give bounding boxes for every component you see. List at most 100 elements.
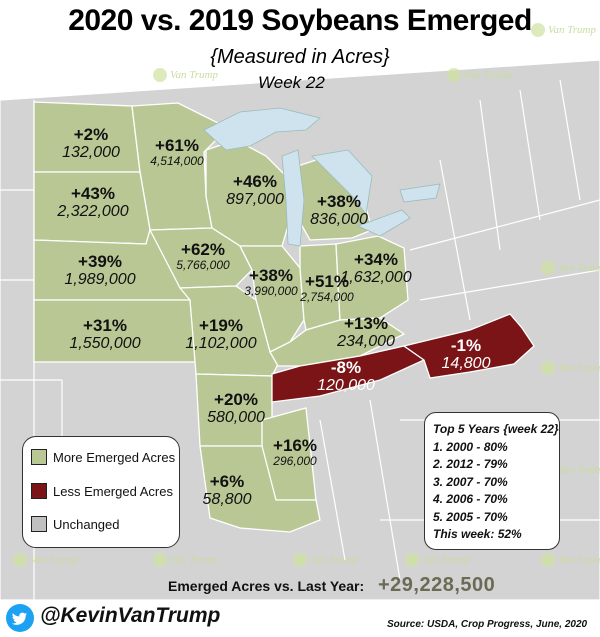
label-ar: +20% 580,000 (196, 390, 276, 426)
label-ky-pct: +13% (344, 314, 388, 333)
svg-text:Van Trump: Van Trump (464, 69, 512, 81)
total-label: Emerged Acres vs. Last Year: (168, 578, 365, 594)
label-ar-value: 580,000 (207, 409, 265, 426)
label-nd: +2% 132,000 (56, 125, 126, 161)
svg-text:Van Trump: Van Trump (310, 554, 358, 566)
label-mi-value: 836,000 (310, 211, 368, 228)
state-nc (402, 313, 535, 379)
label-wi-value: 897,000 (226, 191, 284, 208)
label-ky-value: 234,000 (337, 333, 395, 350)
svg-text:Van Trump: Van Trump (170, 554, 218, 566)
legend-unchanged-label: Unchanged (53, 516, 120, 532)
legend-more-label: More Emerged Acres (53, 449, 176, 465)
week-label: Week 22 (258, 73, 325, 92)
state-la (199, 445, 321, 533)
lake-superior (203, 107, 321, 151)
label-mi-pct: +38% (317, 192, 361, 211)
label-ia-pct: +62% (181, 240, 225, 259)
svg-text:Van Trump: Van Trump (558, 362, 600, 374)
more-emerged-states (33, 101, 409, 533)
watermarks: Van Trump Van Trump Van Trump Van Trump … (13, 23, 600, 567)
top5-item: 3. 2007 - 70% (433, 474, 508, 489)
label-sd-value: 2,322,000 (57, 203, 129, 220)
svg-text:Van Trump: Van Trump (558, 464, 600, 476)
twitter-bird-glyph (11, 612, 27, 625)
label-tn: -8% 120,000 (306, 358, 386, 394)
label-ne-pct: +39% (78, 252, 122, 271)
label-in: +51% 2,754,000 (292, 272, 362, 304)
lake-erie (356, 209, 411, 237)
legend-unchanged-swatch (31, 516, 47, 532)
map-subtitle: {Measured in Acres} (210, 46, 390, 68)
label-la-value: 58,800 (202, 491, 252, 508)
top5-title: Top 5 Years {week 22} (433, 422, 559, 436)
top5-item: 2. 2012 - 79% (433, 457, 508, 471)
legend-more-swatch (31, 449, 47, 465)
svg-text:Van Trump: Van Trump (548, 24, 596, 36)
twitter-bird-icon[interactable] (6, 604, 34, 632)
label-mi: +38% 836,000 (304, 192, 374, 228)
label-il-value: 3,990,000 (244, 284, 298, 298)
legend-less-label: Less Emerged Acres (53, 483, 173, 499)
label-la-pct: +6% (209, 472, 245, 491)
label-oh-pct: +34% (354, 250, 398, 269)
label-oh: +34% 1,632,000 (336, 250, 416, 286)
legend-unchanged: Unchanged (31, 514, 120, 534)
state-wi (205, 139, 289, 247)
svg-text:Van Trump: Van Trump (422, 554, 470, 566)
label-ks-pct: +31% (83, 316, 127, 335)
label-ky: +13% 234,000 (326, 314, 406, 350)
svg-text:Van Trump: Van Trump (558, 262, 600, 274)
label-la: +6% 58,800 (192, 472, 262, 508)
label-nc-value: 14,800 (441, 355, 491, 372)
label-in-pct: +51% (305, 272, 349, 291)
svg-text:Van Trump: Van Trump (170, 69, 218, 81)
top5-years-box: Top 5 Years {week 22} 1. 2000 - 80% 2. 2… (424, 412, 560, 550)
total-value: +29,228,500 (378, 574, 496, 596)
label-mn: +61% 4,514,000 (137, 136, 217, 168)
twitter-handle[interactable]: @KevinVanTrump (40, 604, 221, 627)
label-nc: -1% 14,800 (426, 336, 506, 372)
label-ms-value: 296,000 (273, 454, 317, 468)
label-tn-value: 120,000 (317, 377, 375, 394)
label-ms: +16% 296,000 (260, 436, 330, 468)
map-title: 2020 vs. 2019 Soybeans Emerged (68, 4, 532, 37)
label-ks: +31% 1,550,000 (60, 316, 150, 352)
label-ia-value: 5,766,000 (176, 258, 230, 272)
label-ms-pct: +16% (273, 436, 317, 455)
state-ky (269, 317, 406, 367)
label-ne-value: 1,989,000 (64, 271, 136, 288)
label-nd-value: 132,000 (62, 144, 120, 161)
label-wi-pct: +46% (233, 172, 277, 191)
top5-item: 4. 2006 - 70% (433, 492, 508, 506)
map-legend: More Emerged Acres Less Emerged Acres Un… (22, 436, 180, 548)
label-ks-value: 1,550,000 (69, 335, 141, 352)
label-ia: +62% 5,766,000 (163, 240, 243, 272)
label-wi: +46% 897,000 (220, 172, 290, 208)
label-il: +38% 3,990,000 (231, 266, 311, 298)
svg-text:Van Trump: Van Trump (558, 554, 600, 566)
svg-text:Van Trump: Van Trump (30, 554, 78, 566)
label-tn-pct: -8% (330, 358, 362, 377)
lake-michigan (281, 149, 305, 247)
label-ar-pct: +20% (214, 390, 258, 409)
top5-this-week: This week: 52% (433, 527, 522, 541)
legend-less-swatch (31, 483, 47, 499)
label-mo: +19% 1,102,000 (176, 316, 266, 352)
less-emerged-states (271, 313, 535, 403)
top5-item: 1. 2000 - 80% (433, 439, 508, 454)
label-sd: +43% 2,322,000 (48, 184, 138, 220)
label-sd-pct: +43% (71, 184, 115, 203)
label-oh-value: 1,632,000 (340, 269, 412, 286)
lake-huron (311, 149, 373, 215)
legend-less: Less Emerged Acres (31, 481, 173, 501)
label-in-value: 2,754,000 (300, 290, 354, 304)
label-nc-pct: -1% (450, 336, 482, 355)
legend-more: More Emerged Acres (31, 447, 175, 467)
source-note: Source: USDA, Crop Progress, June, 2020 (387, 619, 588, 630)
label-mo-value: 1,102,000 (185, 335, 257, 352)
label-ne: +39% 1,989,000 (55, 252, 145, 288)
label-mn-pct: +61% (155, 136, 199, 155)
top5-item: 5. 2005 - 70% (433, 509, 508, 524)
great-lakes (203, 107, 441, 247)
